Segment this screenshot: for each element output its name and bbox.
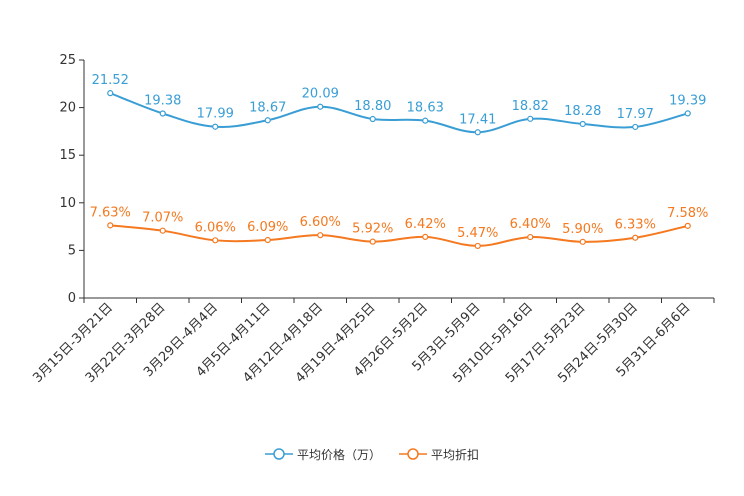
data-label-0: 17.41: [459, 112, 496, 127]
data-label-1: 7.58%: [667, 206, 708, 221]
legend-item-discount[interactable]: 平均折扣: [399, 446, 479, 463]
series-point-0: [369, 115, 376, 123]
series-point-1: [107, 222, 114, 229]
data-label-0: 20.09: [302, 87, 339, 102]
data-labels-layer: 21.52 19.38 17.99 18.67 20.09 18.80 18.63 17.41…: [90, 73, 709, 241]
y-tick-label: 5: [68, 243, 76, 258]
data-label-0: 21.52: [92, 73, 129, 88]
data-label-1: 5.92%: [352, 222, 393, 237]
series-point-0: [527, 115, 534, 122]
data-label-0: 18.67: [249, 100, 286, 115]
data-label-1: 6.40%: [510, 217, 551, 232]
legend-discount-marker-icon: [399, 448, 427, 460]
y-tick-label: 25: [59, 53, 76, 68]
data-label-0: 18.80: [354, 99, 391, 114]
series-point-1: [684, 222, 691, 229]
line-chart: 05101520253月15日-3月21日3月22日-3月28日3月29日-4月…: [30, 53, 715, 386]
data-label-1: 7.63%: [90, 205, 131, 220]
data-label-0: 19.38: [144, 94, 181, 109]
data-label-1: 6.09%: [247, 220, 288, 235]
series-point-0: [474, 129, 481, 136]
data-label-1: 6.33%: [615, 218, 656, 233]
series-line-0: [109, 92, 688, 134]
series-line-1: [110, 224, 688, 247]
series-point-0: [212, 123, 219, 130]
data-label-0: 18.82: [512, 99, 549, 114]
series-point-1: [317, 232, 324, 239]
series-point-0: [317, 103, 324, 110]
data-label-0: 17.97: [617, 107, 654, 122]
data-label-0: 18.63: [407, 101, 444, 116]
series-point-0: [264, 117, 271, 124]
data-label-0: 18.28: [564, 104, 601, 119]
data-label-1: 5.47%: [457, 226, 498, 241]
legend: 平均价格（万） 平均折扣: [0, 444, 744, 464]
data-label-1: 6.06%: [195, 220, 236, 235]
series-point-0: [159, 110, 166, 117]
series-point-0: [579, 120, 586, 128]
series-layer: [107, 90, 691, 250]
y-tick-label: 20: [59, 101, 76, 116]
legend-price-marker-icon: [264, 448, 293, 460]
series-point-1: [632, 234, 639, 241]
data-label-0: 17.99: [197, 107, 234, 122]
series-point-0: [684, 110, 691, 117]
series-point-1: [159, 227, 166, 234]
data-label-1: 7.07%: [142, 211, 183, 226]
y-tick-label: 10: [59, 196, 76, 211]
series-point-1: [212, 237, 219, 244]
series-point-1: [579, 238, 586, 245]
series-point-0: [107, 90, 114, 97]
data-label-1: 6.60%: [300, 215, 341, 230]
series-point-1: [474, 242, 481, 250]
series-point-1: [422, 233, 429, 240]
legend-item-price[interactable]: 平均价格（万）: [264, 446, 381, 463]
series-point-1: [369, 238, 376, 245]
data-label-1: 6.42%: [405, 217, 446, 232]
legend-discount-label: 平均折扣: [431, 447, 480, 462]
y-tick-label: 0: [68, 291, 76, 306]
series-point-0: [422, 117, 429, 124]
series-point-0: [632, 123, 639, 131]
legend-price-label: 平均价格（万）: [296, 447, 381, 462]
data-label-0: 19.39: [669, 93, 706, 108]
data-label-1: 5.90%: [562, 222, 603, 237]
series-point-1: [527, 233, 534, 241]
series-point-1: [264, 236, 271, 244]
y-tick-label: 15: [59, 148, 76, 163]
